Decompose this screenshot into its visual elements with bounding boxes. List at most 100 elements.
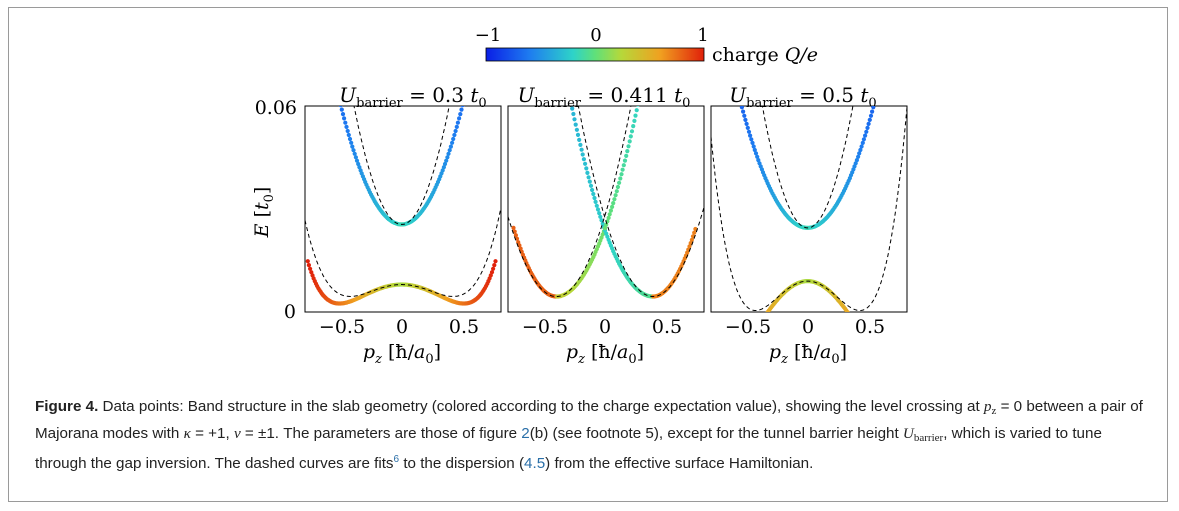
band-point-branch-a [598, 214, 603, 219]
band-point-branch-b [631, 124, 636, 129]
band-point-lower [883, 348, 887, 352]
band-point-upper [351, 148, 356, 153]
band-point-upper [749, 137, 754, 142]
band-point-upper [853, 161, 858, 166]
band-point-lower [305, 259, 310, 264]
panel-2-xtick-3: 0.5 [652, 316, 682, 338]
band-point-lower [716, 334, 720, 338]
figure-plots: −1 0 1 charge Q/e Ubarrier = 0.3 t0 0.06… [251, 25, 908, 367]
band-point-branch-b [615, 184, 621, 190]
panel-1-yaxis: 0.06 0 E [t0] [251, 97, 297, 323]
band-point-branch-b [610, 204, 615, 209]
band-point-lower [894, 337, 898, 341]
band-point-branch-a [570, 106, 575, 111]
band-point-upper [354, 158, 360, 163]
band-point-lower [868, 340, 872, 344]
panel-2-xtick-1: −0.5 [522, 316, 568, 338]
band-point-lower [881, 348, 885, 352]
band-point-lower [715, 332, 719, 336]
band-point-lower [849, 315, 853, 319]
band-point-lower [720, 341, 724, 345]
band-point-upper [345, 128, 350, 134]
band-point-upper [854, 158, 860, 163]
band-point-branch-b [620, 167, 625, 172]
panel-1-xtick-2: 0 [396, 316, 408, 338]
panel-2-frame [507, 105, 705, 313]
caption-math-nu: ν [233, 424, 241, 442]
band-point-upper [753, 151, 759, 156]
panel-1-ylabel: E [t0] [251, 187, 277, 239]
band-point-upper [344, 124, 349, 129]
band-point-lower [491, 266, 496, 271]
band-point-lower [725, 346, 729, 350]
band-point-upper [460, 106, 465, 108]
band-point-branch-b [612, 197, 617, 202]
band-point-branch-b [511, 225, 516, 230]
band-point-upper [741, 109, 746, 114]
band-point-lower [882, 348, 886, 352]
colorbar-label-prefix: charge [712, 44, 785, 66]
band-point-upper [871, 106, 876, 110]
band-point-upper [342, 116, 347, 121]
fit-curve-lower [711, 107, 907, 311]
caption-math-kappa: κ [183, 424, 191, 442]
band-point-branch-b [625, 149, 630, 154]
band-point-upper [459, 107, 464, 112]
band-point-upper [448, 144, 453, 149]
band-point-upper [861, 137, 867, 142]
band-point-upper [349, 140, 354, 145]
band-point-upper [440, 168, 445, 173]
fit-curve-branch-b [508, 106, 632, 298]
band-point-branch-b [607, 212, 612, 217]
band-point-upper [457, 116, 462, 121]
band-point-upper [866, 121, 871, 126]
band-point-branch-a [597, 211, 602, 216]
band-point-branch-b [626, 144, 631, 149]
band-point-lower [878, 348, 882, 352]
fit-curve-lower [305, 207, 501, 297]
band-point-lower [848, 313, 852, 317]
band-point-lower [728, 348, 732, 352]
band-point-lower [734, 347, 738, 351]
caption-ref-figure[interactable]: 2 [521, 424, 530, 442]
band-point-branch-a [583, 161, 588, 166]
panel-3-xtick-3: 0.5 [855, 316, 885, 338]
band-point-lower [713, 325, 717, 329]
panel-1-frame [304, 105, 502, 313]
panel-2-xtick-2: 0 [599, 316, 611, 338]
band-point-lower [732, 348, 736, 352]
band-point-upper [352, 151, 357, 156]
fit-curve-upper [353, 106, 450, 225]
band-point-branch-b [513, 233, 519, 238]
band-point-lower [743, 340, 747, 344]
panel-3-marks [711, 106, 907, 352]
panel-3-xtick-2: 0 [802, 316, 814, 338]
caption-ref-equation[interactable]: 4.5 [524, 455, 546, 472]
band-point-lower [897, 328, 901, 332]
panel-3-title: Ubarrier = 0.5 t0 [729, 83, 876, 111]
caption-footnote-6[interactable]: 6 [393, 454, 400, 465]
band-point-upper [343, 120, 348, 125]
band-point-branch-a [575, 132, 581, 137]
band-point-branch-b [613, 193, 618, 198]
band-point-branch-a [580, 152, 585, 157]
band-point-lower [729, 348, 733, 352]
band-point-upper [444, 158, 449, 163]
band-point-branch-a [693, 226, 698, 232]
band-point-branch-a [689, 237, 695, 242]
band-point-upper [859, 144, 864, 149]
band-point-lower [891, 341, 895, 345]
band-point-lower [887, 346, 891, 350]
band-point-upper [350, 144, 355, 149]
panel-1-ytick-top: 0.06 [255, 97, 297, 119]
band-point-branch-a [594, 203, 599, 208]
colorbar-label-math: Q/e [785, 44, 818, 66]
caption-text: Data points: Band structure in the slab … [98, 398, 984, 415]
band-point-upper [338, 106, 343, 108]
band-point-upper [756, 158, 761, 163]
band-point-branch-b [624, 153, 629, 158]
band-point-branch-a [579, 147, 584, 152]
band-point-branch-b [617, 180, 622, 185]
band-point-upper [860, 140, 865, 145]
band-point-upper [458, 112, 463, 117]
